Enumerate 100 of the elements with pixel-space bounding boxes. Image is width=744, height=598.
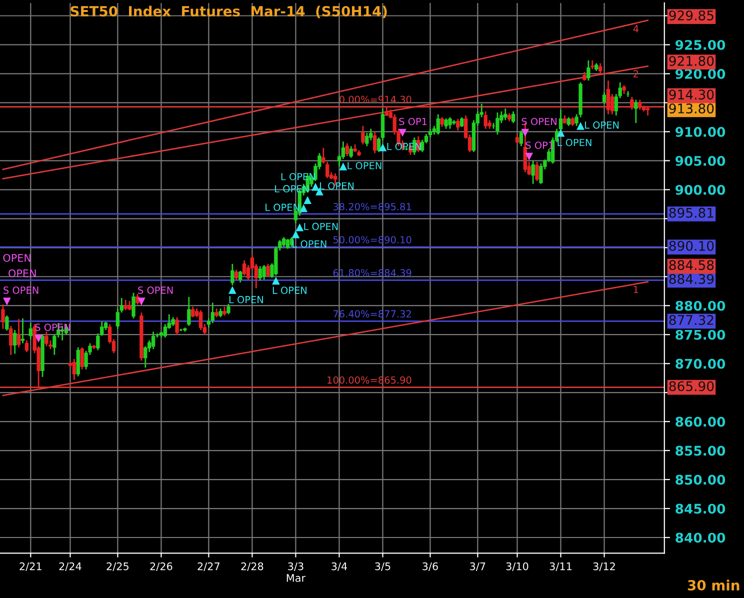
candlestick xyxy=(12,329,17,354)
candlestick xyxy=(238,270,242,284)
candlestick xyxy=(586,60,590,82)
point xyxy=(34,334,42,343)
candlestick xyxy=(230,263,234,286)
y-tick-label: 905.00 xyxy=(675,156,726,166)
data-label: S OPEN xyxy=(522,118,556,126)
candlestick xyxy=(606,80,610,115)
candlestick xyxy=(132,292,136,320)
candlestick xyxy=(198,310,203,331)
text: 921.80 xyxy=(669,56,714,66)
candlestick xyxy=(598,62,602,74)
ref-line-label: 50.00%=890.10 xyxy=(333,236,412,244)
y-tick-label: 840.00 xyxy=(676,532,726,543)
point xyxy=(521,128,530,137)
x-tick-label: 3/6 xyxy=(422,562,438,572)
ref-line-label: 0.00%=914.30 xyxy=(340,96,412,104)
candlestick xyxy=(345,142,349,157)
candlestick xyxy=(1,304,5,330)
x-tick-label: 3/12 xyxy=(593,562,615,572)
y-tick-label: 900.00 xyxy=(675,184,726,195)
candlestick xyxy=(365,132,369,147)
x-tick-label: 2/28 xyxy=(241,562,264,572)
candlestick xyxy=(372,130,377,154)
point xyxy=(228,286,236,294)
candlestick xyxy=(124,299,128,311)
candlestick xyxy=(80,346,84,370)
text: 884.39 xyxy=(669,274,714,284)
point xyxy=(556,128,565,137)
data-label: L OPEN xyxy=(387,142,421,150)
candlestick xyxy=(531,160,535,185)
point xyxy=(300,204,308,212)
y-tick-label: 850.00 xyxy=(676,474,726,485)
candlestick xyxy=(558,108,563,132)
text: 929.85 xyxy=(669,10,714,20)
point xyxy=(296,223,304,232)
candlestick xyxy=(602,92,606,105)
point xyxy=(378,143,387,152)
candlestick xyxy=(5,314,9,332)
y-tick-label: 855.00 xyxy=(676,446,726,456)
x-tick-label: 3/11 xyxy=(550,562,572,572)
data-label: L OPEN xyxy=(229,296,263,304)
text: 890.10 xyxy=(669,240,714,251)
candlestick xyxy=(175,316,179,336)
candlestick xyxy=(484,110,488,130)
point xyxy=(137,298,146,306)
candlestick xyxy=(20,318,25,344)
candlestick xyxy=(448,116,452,130)
candlestick xyxy=(638,99,642,110)
x-tick-label: 2/26 xyxy=(150,562,172,572)
x-tick-label: 2/24 xyxy=(59,562,82,572)
data-label: S OPEN xyxy=(138,286,173,294)
point xyxy=(292,230,300,238)
candlestick xyxy=(460,116,464,128)
candlestick xyxy=(519,130,524,147)
text: 877.32 xyxy=(669,314,714,325)
data-label: L OPEN xyxy=(585,121,619,129)
candlestick xyxy=(266,263,270,278)
ref-line-label: 61.80%=884.39 xyxy=(333,269,412,277)
candlestick xyxy=(634,99,638,124)
candlestick xyxy=(136,293,140,306)
candlestick xyxy=(151,331,156,350)
point xyxy=(304,196,312,204)
candlestick xyxy=(436,114,440,136)
point xyxy=(576,122,584,130)
x-tick-label: 2/27 xyxy=(198,562,220,572)
candlestick xyxy=(511,110,516,124)
ref-line-label: 38.20%=895.81 xyxy=(333,202,412,210)
y-tick-label: 860.00 xyxy=(676,416,726,427)
y-tick-label: 920.00 xyxy=(675,68,726,79)
data-label: L OPEN xyxy=(272,286,306,294)
text: 895.81 xyxy=(669,208,714,218)
candlestick xyxy=(44,331,48,347)
text: 865.90 xyxy=(669,381,714,392)
candlestick xyxy=(9,325,13,356)
data-label: L OPEN xyxy=(348,162,382,170)
candlestick xyxy=(72,358,76,381)
point xyxy=(339,162,348,170)
x-tick-label: 3/3 Mar xyxy=(286,562,306,582)
candlestick xyxy=(630,96,634,110)
x-tick-label: 3/5 xyxy=(375,562,390,572)
candlestick xyxy=(262,264,266,280)
candlestick xyxy=(210,302,214,324)
y-tick-label: 845.00 xyxy=(676,504,726,514)
candlestick xyxy=(349,145,353,158)
candlestick xyxy=(504,108,508,121)
candlestick xyxy=(539,162,543,185)
data-label: S OPEN xyxy=(4,286,38,294)
candlestick xyxy=(496,112,500,136)
text: 913.80 xyxy=(669,104,714,114)
point xyxy=(2,298,11,306)
candlestick xyxy=(28,322,32,340)
candlestick xyxy=(440,116,444,128)
candlestick xyxy=(286,238,290,250)
series-label: 4 xyxy=(633,25,638,32)
text: 884.58 xyxy=(669,260,714,270)
x-tick-label: 3/4 xyxy=(332,562,348,572)
annotation: OPEN xyxy=(8,269,36,278)
x-tick-label: 2/25 xyxy=(106,562,128,572)
candlestick xyxy=(444,118,448,130)
